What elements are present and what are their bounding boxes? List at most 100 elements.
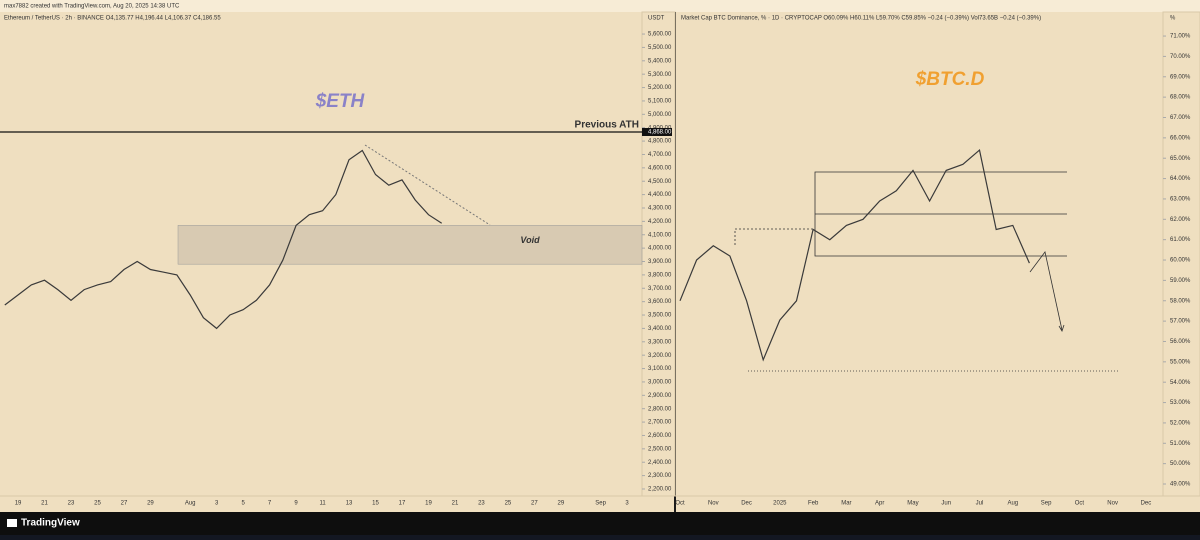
chart-title: $BTC.D xyxy=(915,69,985,90)
logo xyxy=(7,519,17,527)
x-tick-label: 25 xyxy=(94,501,101,507)
x-tick-label: 29 xyxy=(147,501,154,507)
y-tick-label: 60.00% xyxy=(1170,258,1191,264)
y-tick-label: 4,200.00 xyxy=(648,219,672,225)
y-tick-label: 3,900.00 xyxy=(648,259,672,265)
y-tick-label: 4,300.00 xyxy=(648,206,672,212)
price-tag-label: 4,868.00 xyxy=(648,130,672,136)
x-tick-label: May xyxy=(907,501,918,507)
y-tick-label: 55.00% xyxy=(1170,359,1191,365)
y-tick-label: 2,600.00 xyxy=(648,433,672,439)
x-tick-label: Oct xyxy=(675,501,685,507)
x-tick-label: Dec xyxy=(1141,501,1152,507)
y-tick-label: 4,100.00 xyxy=(648,232,672,238)
x-tick-label: Oct xyxy=(1075,501,1085,507)
top-bar xyxy=(0,0,1200,12)
y-tick-label: 3,000.00 xyxy=(648,380,672,386)
x-tick-label: 15 xyxy=(372,501,379,507)
y-tick-label: 3,300.00 xyxy=(648,339,672,345)
x-tick-label: Jun xyxy=(941,501,951,507)
y-tick-label: 4,800.00 xyxy=(648,139,672,145)
x-tick-label: Feb xyxy=(808,501,819,507)
x-tick-label: Nov xyxy=(1107,501,1118,507)
annotation-text: Previous ATH xyxy=(575,120,639,131)
y-tick-label: 4,400.00 xyxy=(648,192,672,198)
x-tick-label: Sep xyxy=(595,501,606,507)
y-tick-label: 62.00% xyxy=(1170,217,1191,223)
x-tick-label: 21 xyxy=(41,501,48,507)
y-tick-label: 2,800.00 xyxy=(648,406,672,412)
annotation-text: Void xyxy=(520,235,540,245)
y-tick-label: 71.00% xyxy=(1170,34,1191,40)
y-tick-label: 5,400.00 xyxy=(648,58,672,64)
legend-text: Market Cap BTC Dominance, % · 1D · CRYPT… xyxy=(681,16,1041,22)
y-tick-label: 3,700.00 xyxy=(648,286,672,292)
void-zone xyxy=(177,225,643,265)
y-tick-label: 2,500.00 xyxy=(648,446,672,452)
footer-bar xyxy=(0,512,1200,535)
y-tick-label: 63.00% xyxy=(1170,197,1191,203)
price-tag xyxy=(642,127,672,136)
y-tick-label: 54.00% xyxy=(1170,380,1191,386)
y-tick-label: 5,000.00 xyxy=(648,112,672,118)
y-tick-label: 5,100.00 xyxy=(648,99,672,105)
level-lines xyxy=(734,171,1120,372)
y-tick-label: 3,100.00 xyxy=(648,366,672,372)
y-tick-label: 5,600.00 xyxy=(648,32,672,38)
y-tick-label: 67.00% xyxy=(1170,115,1191,121)
price-axis xyxy=(641,11,676,497)
x-tick-label: 21 xyxy=(452,501,459,507)
x-tick-label: 13 xyxy=(346,501,353,507)
x-tick-label: 3 xyxy=(215,501,219,507)
y-tick-label: 3,600.00 xyxy=(648,299,672,305)
dashed-level xyxy=(734,228,815,245)
y-tick-label: 3,200.00 xyxy=(648,353,672,359)
unit-label: USDT xyxy=(648,16,665,22)
x-tick-label: 11 xyxy=(319,501,326,507)
price-line xyxy=(4,149,443,330)
y-tick-label: 3,500.00 xyxy=(648,313,672,319)
projection-arrow xyxy=(1058,324,1065,332)
x-tick-label: Aug xyxy=(1007,501,1018,507)
y-tick-label: 5,200.00 xyxy=(648,85,672,91)
price-line xyxy=(679,148,1030,362)
legend-text: Ethereum / TetherUS · 2h · BINANCE O4,13… xyxy=(4,16,221,22)
y-tick-label: 58.00% xyxy=(1170,298,1191,304)
projection xyxy=(1029,251,1063,331)
y-tick-label: 4,500.00 xyxy=(648,179,672,185)
trend-line xyxy=(364,144,491,226)
y-tick-label: 4,600.00 xyxy=(648,165,672,171)
x-tick-label: Aug xyxy=(185,501,196,507)
y-tick-label: 3,800.00 xyxy=(648,272,672,278)
y-tick-label: 52.00% xyxy=(1170,420,1191,426)
y-tick-label: 5,500.00 xyxy=(648,45,672,51)
y-tick-label: 51.00% xyxy=(1170,441,1191,447)
y-tick-label: 59.00% xyxy=(1170,278,1191,284)
price-axis xyxy=(1162,11,1200,497)
x-tick-label: 27 xyxy=(531,501,538,507)
x-tick-label: 2025 xyxy=(773,501,787,507)
y-tick-label: 68.00% xyxy=(1170,95,1191,101)
chart-title: $ETH xyxy=(315,91,366,112)
x-tick-label: Jul xyxy=(976,501,984,507)
x-tick-label: Dec xyxy=(741,501,752,507)
y-tick-label: 3,400.00 xyxy=(648,326,672,332)
x-tick-label: 23 xyxy=(68,501,75,507)
footer-brand: TradingView xyxy=(21,518,80,529)
x-tick-label: 7 xyxy=(268,501,272,507)
x-tick-label: 23 xyxy=(478,501,485,507)
y-tick-label: 66.00% xyxy=(1170,135,1191,141)
y-tick-label: 53.00% xyxy=(1170,400,1191,406)
x-tick-label: 3 xyxy=(625,501,629,507)
x-tick-label: 19 xyxy=(425,501,432,507)
x-tick-label: 29 xyxy=(558,501,565,507)
unit-label: % xyxy=(1170,16,1176,22)
y-tick-label: 4,700.00 xyxy=(648,152,672,158)
y-tick-label: 2,900.00 xyxy=(648,393,672,399)
y-tick-label: 56.00% xyxy=(1170,339,1191,345)
y-tick-label: 49.00% xyxy=(1170,482,1191,488)
x-tick-label: 25 xyxy=(505,501,512,507)
y-tick-label: 64.00% xyxy=(1170,176,1191,182)
y-tick-label: 5,300.00 xyxy=(648,72,672,78)
x-tick-label: 17 xyxy=(399,501,406,507)
